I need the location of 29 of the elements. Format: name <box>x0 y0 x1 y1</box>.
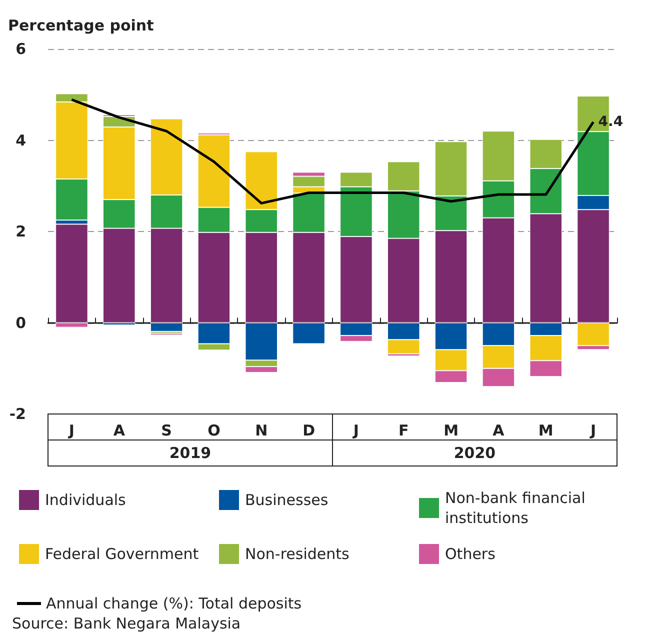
source-note: Source: Bank Negara Malaysia <box>12 614 241 632</box>
x-tick-label: M <box>444 422 459 440</box>
legend-label: Businesses <box>245 491 328 509</box>
x-tick-label: D <box>302 422 316 440</box>
x-tick-label: F <box>398 422 409 440</box>
x-tick-label: M <box>538 422 554 440</box>
text: 2020 <box>454 444 496 462</box>
y-tick-label: -2 <box>9 405 26 423</box>
x-tick-label: O <box>208 422 220 440</box>
x-tick-label: J <box>589 422 596 440</box>
legend-label: Non-bank financial institutions <box>445 489 590 527</box>
x-tick-label: S <box>161 422 172 440</box>
y-axis-title: Percentage point <box>8 16 154 34</box>
line-series <box>70 98 595 204</box>
x-tick-label: N <box>255 422 268 440</box>
y-tick-label: 0 <box>16 314 26 332</box>
x-tick-label: A <box>492 422 505 440</box>
legend-label: Individuals <box>45 491 126 509</box>
y-tick-label: 6 <box>16 40 26 58</box>
x-tick-label: J <box>352 422 360 440</box>
y-tick-label: 4 <box>16 131 26 150</box>
legend-label: Others <box>445 545 496 563</box>
x-tick-label: J <box>68 422 75 440</box>
legend-label: Non-residents <box>245 545 350 563</box>
y-tick-label: 2 <box>16 222 26 240</box>
text: 2019 <box>169 444 212 462</box>
x-tick-label: A <box>113 422 126 440</box>
legend-label: Annual change (%): Total deposits <box>46 594 302 612</box>
legend-label: Federal Government <box>45 545 199 563</box>
